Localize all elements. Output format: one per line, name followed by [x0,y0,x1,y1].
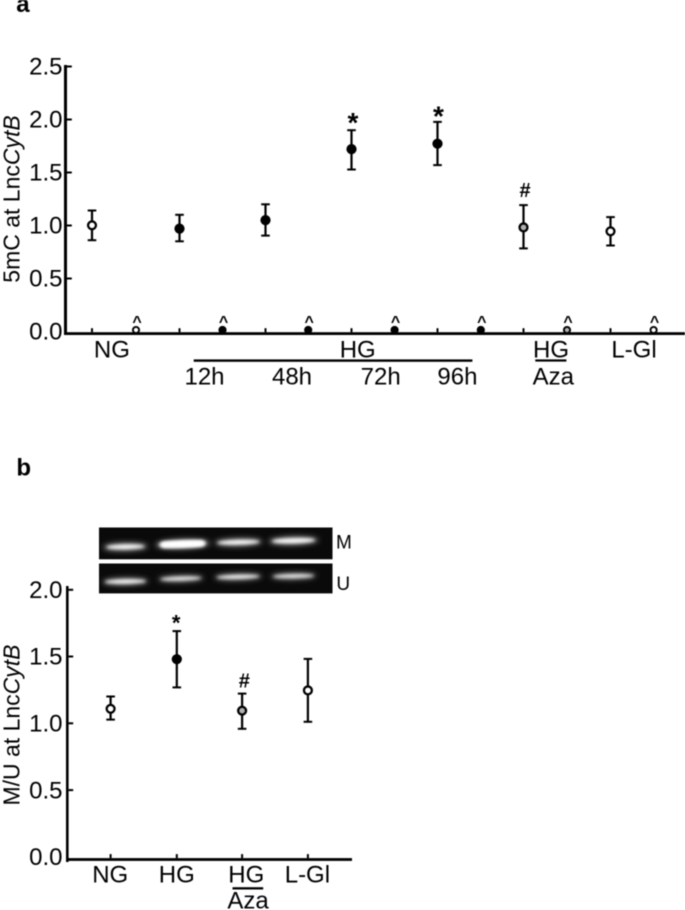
svg-text:5mC at LncCytB: 5mC at LncCytB [0,115,25,282]
svg-text:NG: NG [94,337,130,364]
svg-text:M/U at LncCytB: M/U at LncCytB [0,644,25,805]
svg-text:b: b [16,455,31,482]
svg-text:0.0: 0.0 [29,319,62,346]
svg-text:^: ^ [650,314,659,331]
svg-text:M: M [336,533,352,554]
svg-text:^: ^ [132,314,141,331]
svg-text:48h: 48h [272,364,312,391]
svg-text:1.0: 1.0 [29,711,62,738]
svg-text:L-Gl: L-Gl [611,337,656,364]
svg-text:HG: HG [340,337,376,364]
svg-text:^: ^ [305,314,314,331]
svg-text:NG: NG [92,862,128,889]
svg-text:0.5: 0.5 [29,777,62,804]
svg-text:#: # [519,180,530,202]
svg-text:*: * [348,107,359,138]
svg-text:0.5: 0.5 [29,266,62,293]
svg-text:1.0: 1.0 [29,213,62,240]
svg-text:2.0: 2.0 [29,577,62,604]
svg-text:U: U [336,574,350,595]
svg-text:^: ^ [391,314,400,331]
svg-text:96h: 96h [437,364,477,391]
svg-text:72h: 72h [361,364,401,391]
svg-text:1.5: 1.5 [29,644,62,671]
svg-text:*: * [433,100,444,131]
svg-text:Aza: Aza [227,888,269,910]
svg-text:0.0: 0.0 [29,844,62,871]
svg-text:HG: HG [533,337,569,364]
svg-text:^: ^ [563,314,572,331]
svg-text:*: * [172,610,181,635]
svg-text:a: a [16,0,30,18]
svg-text:HG: HG [228,862,264,889]
svg-text:2.0: 2.0 [29,107,62,134]
svg-text:2.5: 2.5 [29,54,62,81]
svg-text:1.5: 1.5 [29,160,62,187]
svg-text:L-Gl: L-Gl [285,862,330,889]
svg-text:^: ^ [477,314,486,331]
svg-text:HG: HG [159,862,195,889]
svg-text:12h: 12h [184,364,224,391]
svg-text:#: # [239,670,250,692]
svg-text:Aza: Aza [533,364,575,391]
svg-text:^: ^ [219,314,228,331]
